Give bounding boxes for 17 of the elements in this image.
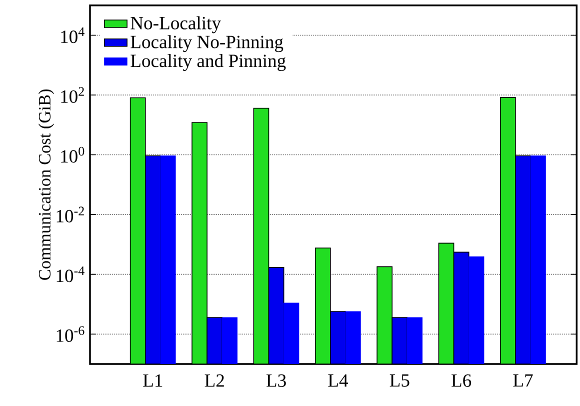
y-tick-label: 10$^{-6}$ — [56, 326, 84, 342]
x-tick-label: L4 — [328, 374, 348, 387]
x-tick-label: L2 — [204, 374, 224, 387]
y-tick-label: 10$^{0}$ — [61, 146, 84, 163]
x-tick-label: L6 — [452, 374, 472, 387]
legend-label: Locality No-Pinning — [130, 35, 284, 52]
y-tick-label: 10$^{-4}$ — [56, 266, 84, 282]
legend-label: No-Locality — [130, 16, 221, 34]
x-tick-label: L5 — [390, 374, 410, 387]
legend-label: Locality and Pinning — [130, 54, 286, 71]
y-tick-label: 10$^{4}$ — [61, 27, 84, 44]
y-tick-label: 10$^{2}$ — [61, 87, 84, 103]
x-tick-label: L3 — [266, 374, 286, 387]
x-tick-label: L7 — [513, 374, 533, 387]
x-tick-label: L1 — [143, 374, 162, 387]
y-tick-label: 10$^{-2}$ — [56, 206, 84, 222]
y-axis-title: Communication Cost (GiB) — [38, 89, 54, 280]
